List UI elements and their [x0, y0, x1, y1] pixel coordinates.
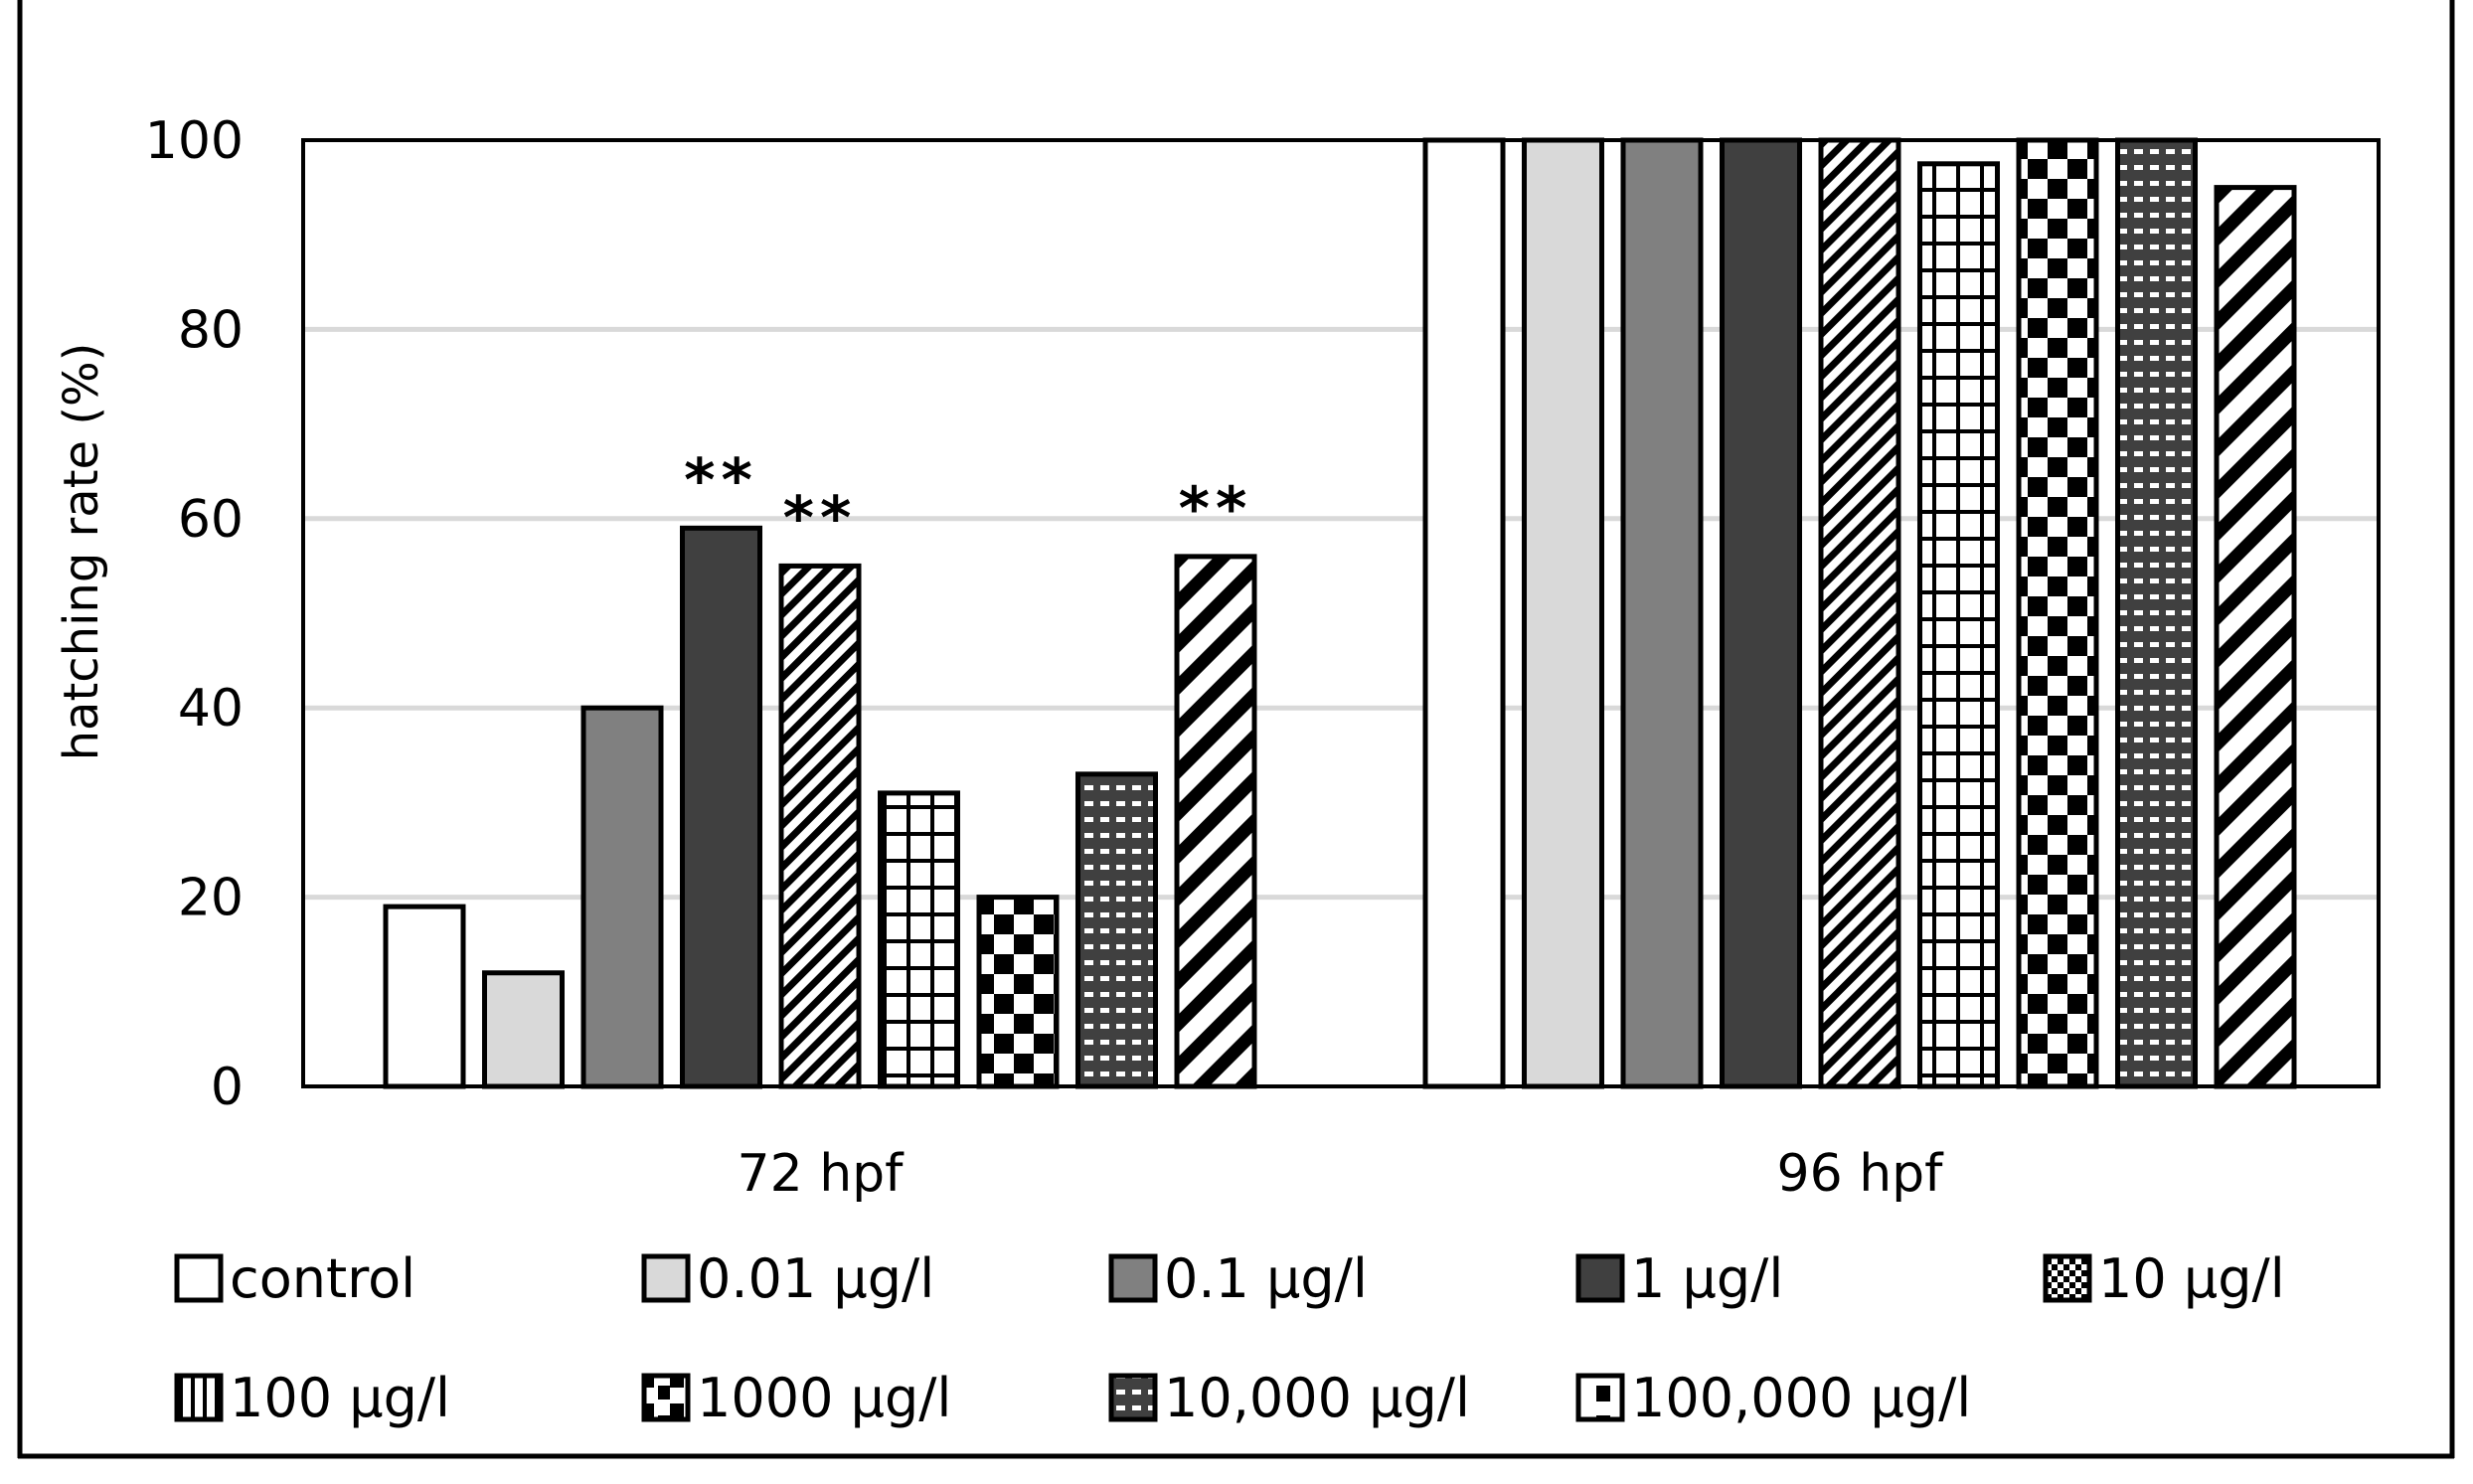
legend-label-1-g-l: 1 µg/l — [1631, 1247, 1783, 1310]
bars — [383, 137, 2297, 1089]
legend-swatch-10-000-g-l — [1108, 1373, 1158, 1422]
y-tick-label-0: 0 — [211, 1058, 244, 1117]
bar-72-hpf-1-g-l — [680, 525, 762, 1089]
x-category-labels: 72 hpf 96 hpf — [738, 1144, 1945, 1204]
legend-swatch-0-01-g-l — [641, 1253, 691, 1303]
bar-96-hpf-10-000-g-l — [2115, 137, 2198, 1089]
bar-72-hpf-10-000-g-l — [1075, 771, 1158, 1089]
y-tick-label-20: 20 — [178, 869, 244, 928]
legend-item-100-g-l: 100 µg/l — [174, 1367, 450, 1429]
significance-mark-10-g-l: ** — [783, 483, 858, 553]
legend-label-0-1-g-l: 0.1 µg/l — [1164, 1247, 1368, 1310]
legend-label-100-000-g-l: 100,000 µg/l — [1631, 1367, 1971, 1429]
bar-72-hpf-100-000-g-l — [1174, 554, 1257, 1089]
bar-96-hpf-0-1-g-l — [1620, 137, 1704, 1089]
legend-label-1000-g-l: 1000 µg/l — [697, 1367, 951, 1429]
bar-72-hpf-control — [383, 904, 466, 1089]
legend-item-1-g-l: 1 µg/l — [1575, 1247, 1783, 1310]
bar-96-hpf-control — [1422, 137, 1506, 1089]
bar-96-hpf-10-g-l — [1818, 137, 1901, 1089]
significance-mark-100-000-g-l: ** — [1179, 474, 1253, 544]
bar-96-hpf-1000-g-l — [2016, 137, 2099, 1089]
legend-swatch-1-g-l — [1575, 1253, 1625, 1303]
significance-annotations: ** ** ** — [684, 445, 1253, 553]
legend-swatch-0-1-g-l — [1108, 1253, 1158, 1303]
y-axis-title: hatching rate (%) — [54, 343, 109, 761]
bar-96-hpf-100-000-g-l — [2214, 185, 2297, 1089]
legend-swatch-control — [174, 1253, 224, 1303]
y-tick-label-60: 60 — [178, 490, 244, 550]
bar-72-hpf-10-g-l — [778, 563, 862, 1089]
bar-96-hpf-100-g-l — [1917, 161, 2000, 1089]
legend-label-100-g-l: 100 µg/l — [230, 1367, 450, 1429]
y-tick-label-80: 80 — [178, 300, 244, 360]
legend-swatch-100-g-l — [174, 1373, 224, 1422]
legend-item-100-000-g-l: 100,000 µg/l — [1575, 1367, 1971, 1429]
legend-swatch-10-g-l — [2043, 1253, 2092, 1303]
plot-area-frame — [301, 138, 2381, 1088]
legend-label-control: control — [230, 1247, 415, 1310]
legend-item-control: control — [174, 1247, 415, 1310]
bar-72-hpf-0-01-g-l — [482, 970, 565, 1089]
y-axis-ticks: 0 20 40 60 80 100 — [145, 111, 244, 1117]
legend-item-1000-g-l: 1000 µg/l — [641, 1367, 951, 1429]
bar-96-hpf-0-01-g-l — [1522, 137, 1604, 1089]
significance-mark-1-g-l: ** — [684, 445, 758, 515]
legend-item-10-000-g-l: 10,000 µg/l — [1108, 1367, 1470, 1429]
legend-item-0-01-g-l: 0.01 µg/l — [641, 1247, 934, 1310]
category-label-96-hpf: 96 hpf — [1777, 1144, 1945, 1204]
legend: control 0.01 µg/l 0.1 µg/l 1 µg/l 10 µg/l 100… — [174, 1247, 2285, 1429]
bar-96-hpf-1-g-l — [1720, 137, 1802, 1089]
bar-72-hpf-1000-g-l — [976, 895, 1060, 1089]
bar-72-hpf-0-1-g-l — [580, 705, 664, 1089]
legend-swatch-1000-g-l — [641, 1373, 691, 1422]
legend-label-10-000-g-l: 10,000 µg/l — [1164, 1367, 1470, 1429]
bar-72-hpf-100-g-l — [878, 790, 960, 1089]
legend-label-0-01-g-l: 0.01 µg/l — [697, 1247, 934, 1310]
y-tick-label-100: 100 — [145, 111, 244, 171]
legend-label-10-g-l: 10 µg/l — [2098, 1247, 2285, 1310]
y-tick-label-40: 40 — [178, 679, 244, 739]
legend-swatch-100-000-g-l — [1575, 1373, 1625, 1422]
legend-item-0-1-g-l: 0.1 µg/l — [1108, 1247, 1368, 1310]
legend-item-10-g-l: 10 µg/l — [2043, 1247, 2285, 1310]
category-label-72-hpf: 72 hpf — [738, 1144, 906, 1204]
